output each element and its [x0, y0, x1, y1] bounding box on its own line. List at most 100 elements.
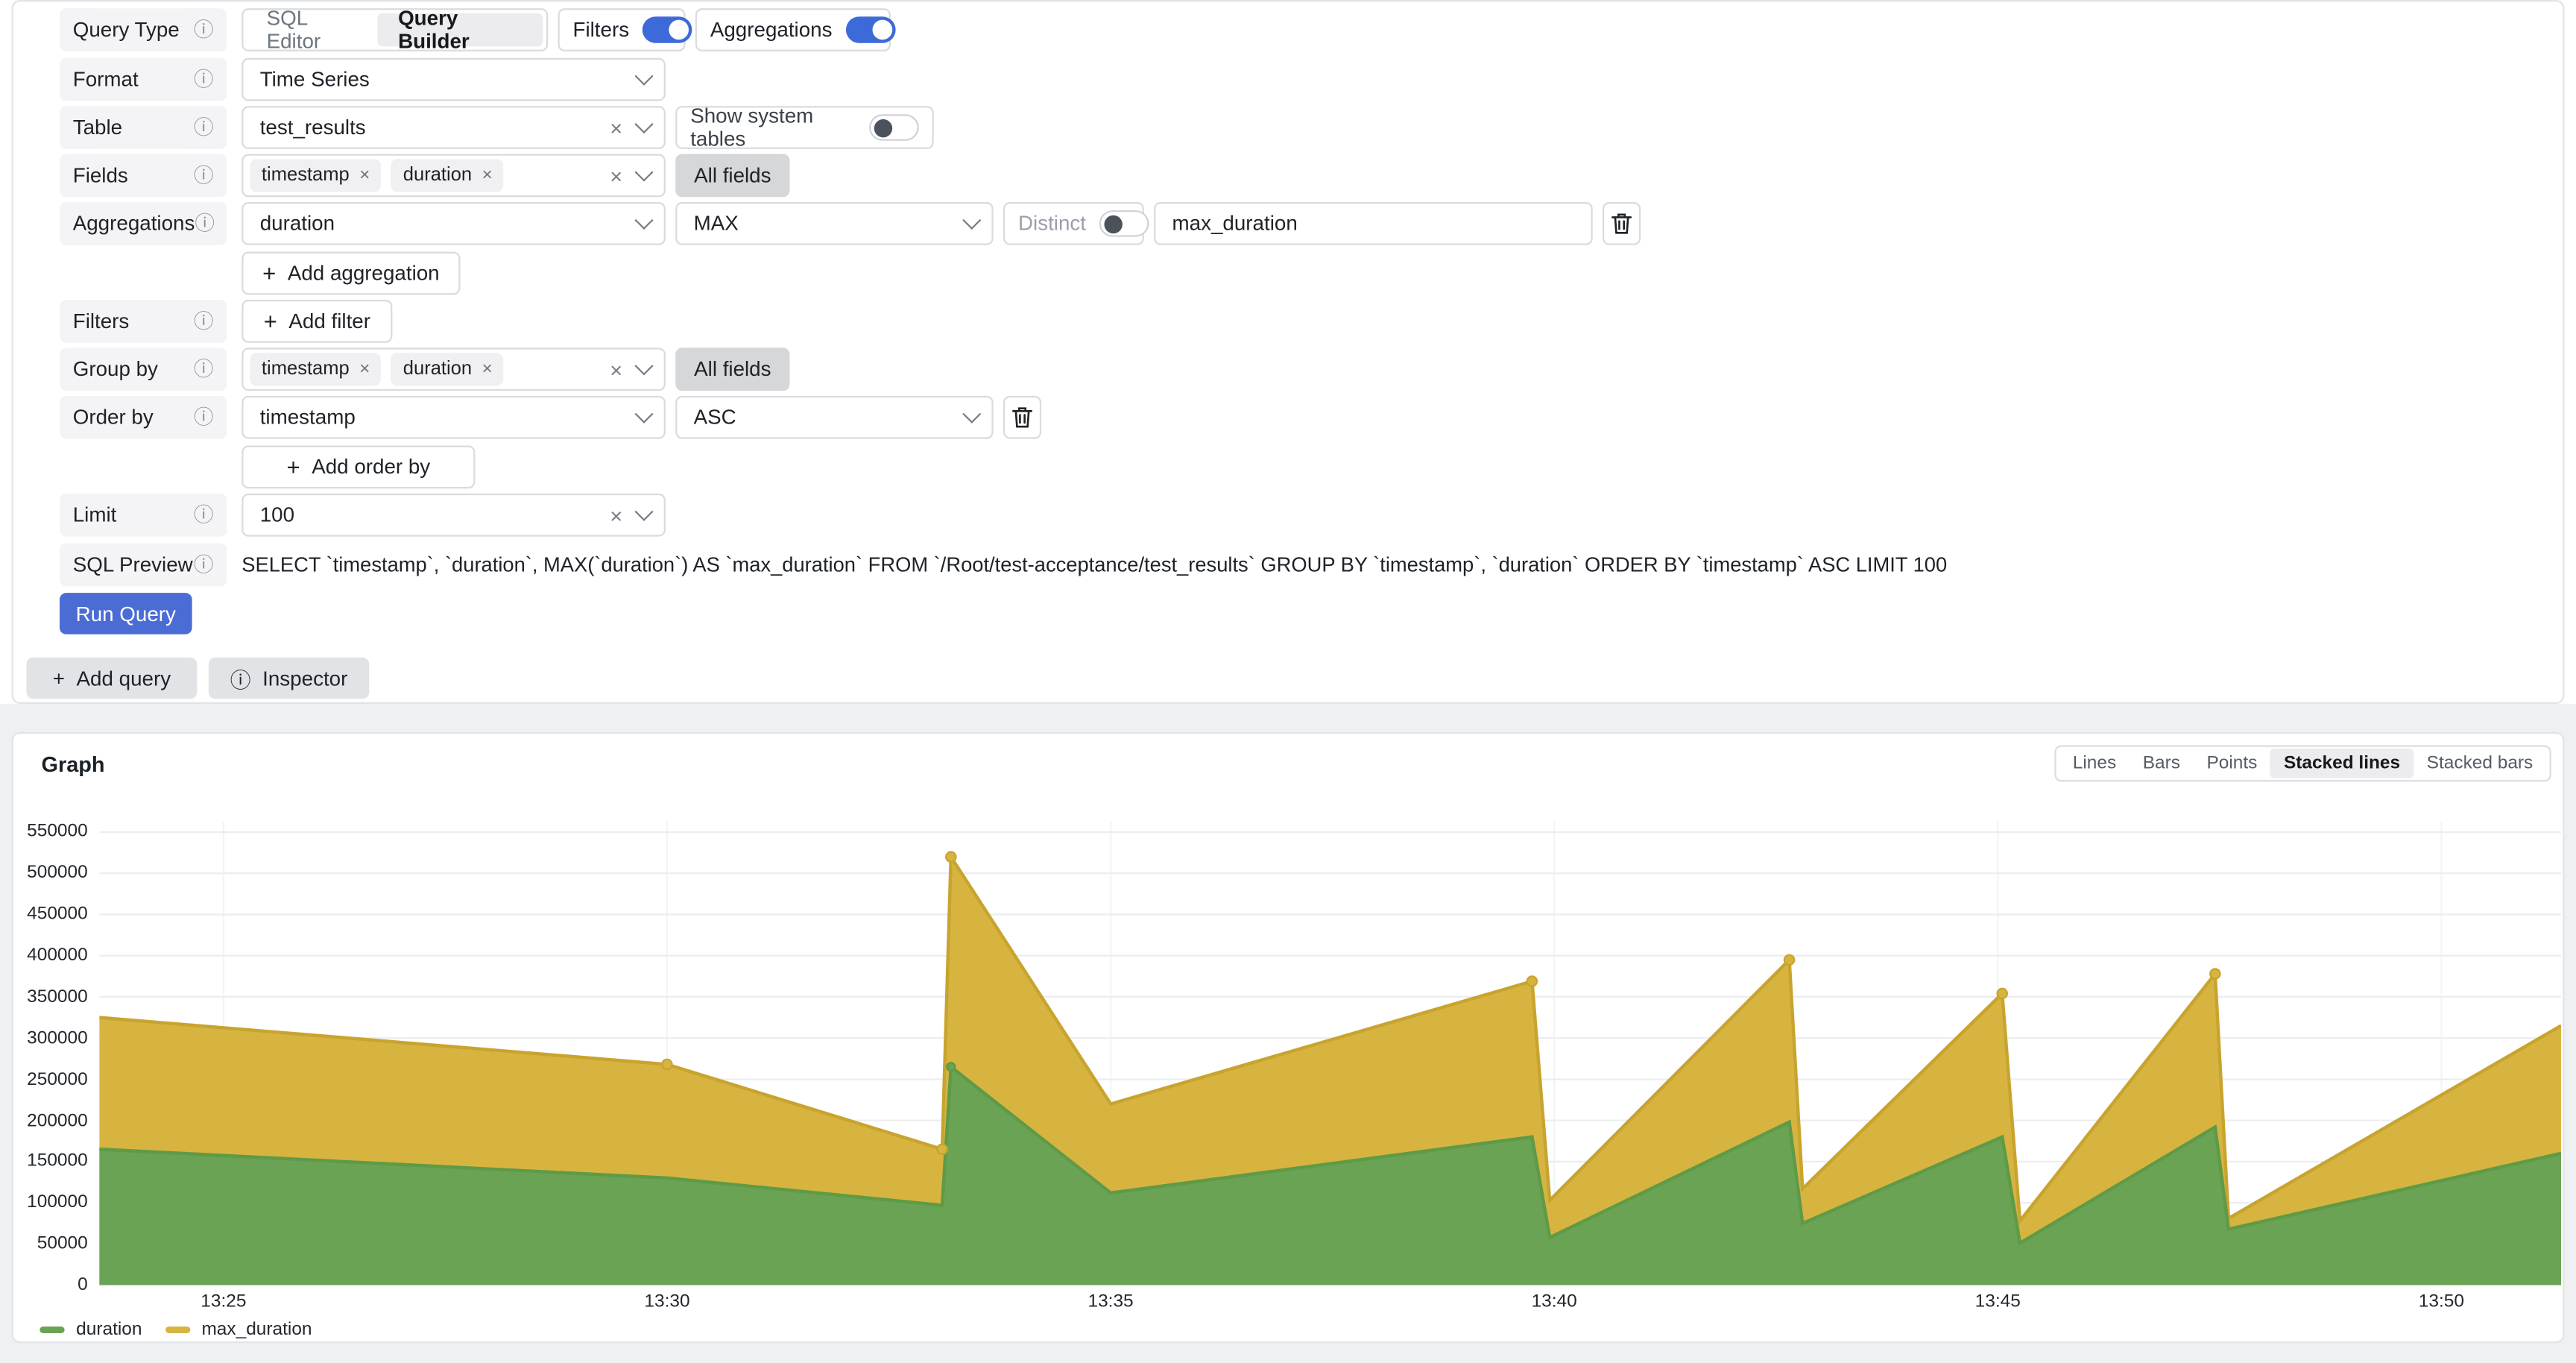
x-tick-label: 13:30: [644, 1291, 690, 1312]
clear-icon[interactable]: ×: [610, 356, 623, 382]
chevron-down-icon: [962, 404, 982, 424]
legend-item-max-duration[interactable]: max_duration: [165, 1320, 312, 1340]
fields-multiselect[interactable]: timestamp × duration × ×: [242, 154, 666, 198]
legend-item-duration[interactable]: duration: [40, 1320, 142, 1340]
legend-swatch-duration: [40, 1326, 65, 1333]
y-tick-label: 50000: [37, 1233, 88, 1254]
x-tick-label: 13:50: [2418, 1291, 2464, 1312]
info-icon: ⓘ: [193, 406, 214, 429]
info-icon: ⓘ: [193, 553, 214, 576]
info-icon: ⓘ: [193, 163, 214, 187]
x-tick-label: 13:35: [1087, 1291, 1134, 1312]
group-by-multiselect[interactable]: timestamp × duration × ×: [242, 347, 666, 391]
mode-stacked-bars[interactable]: Stacked bars: [2426, 753, 2534, 774]
aggregation-column-select[interactable]: duration: [242, 201, 666, 245]
distinct-toggle[interactable]: [1099, 210, 1149, 237]
y-axis-labels: 0 50000 100000 150000 200000 250000 300000 3500…: [13, 822, 88, 1295]
mode-points[interactable]: Points: [2206, 753, 2258, 774]
y-tick-label: 450000: [27, 904, 88, 925]
chevron-down-icon: [634, 356, 654, 376]
trash-icon: [1611, 213, 1632, 234]
y-tick-label: 500000: [27, 863, 88, 884]
aggregation-function-select[interactable]: MAX: [675, 201, 994, 245]
format-select[interactable]: Time Series: [242, 57, 666, 101]
table-select[interactable]: test_results ×: [242, 106, 666, 149]
filters-toggle[interactable]: [642, 16, 692, 43]
aggregations-toggle-box: Aggregations: [695, 8, 895, 51]
add-aggregation-button[interactable]: + Add aggregation: [242, 251, 461, 295]
y-tick-label: 150000: [27, 1151, 88, 1172]
distinct-toggle-box: Distinct: [1003, 201, 1149, 245]
field-tag[interactable]: duration ×: [391, 159, 505, 192]
add-query-button[interactable]: + Add query: [26, 657, 198, 699]
chevron-down-icon: [634, 210, 654, 230]
filters-label: Filters ⓘ: [59, 300, 227, 343]
order-by-direction-select[interactable]: ASC: [675, 395, 994, 439]
chevron-down-icon: [962, 210, 982, 230]
remove-tag-icon[interactable]: ×: [482, 359, 493, 380]
run-query-button[interactable]: Run Query: [59, 593, 192, 635]
info-icon: ⓘ: [230, 669, 251, 693]
info-icon: ⓘ: [195, 212, 215, 236]
x-tick-label: 13:25: [201, 1291, 247, 1312]
fields-all-fields-button[interactable]: All fields: [675, 154, 790, 198]
y-tick-label: 250000: [27, 1069, 88, 1089]
info-icon: ⓘ: [193, 503, 214, 527]
y-tick-label: 0: [78, 1275, 88, 1295]
fields-label: Fields ⓘ: [59, 154, 227, 198]
chevron-down-icon: [634, 163, 654, 182]
format-label: Format ⓘ: [59, 57, 227, 101]
remove-order-by-button[interactable]: [1003, 395, 1042, 439]
group-by-tag[interactable]: timestamp ×: [250, 353, 382, 386]
info-icon: ⓘ: [193, 357, 214, 381]
info-icon: ⓘ: [193, 116, 214, 139]
sql-preview-label: SQL Preview ⓘ: [59, 543, 227, 587]
tab-query-builder[interactable]: Query Builder: [378, 7, 543, 53]
graph-panel: Graph Lines Bars Points Stacked lines St…: [11, 731, 2565, 1344]
group-by-tag[interactable]: duration ×: [391, 353, 505, 386]
remove-tag-icon[interactable]: ×: [359, 166, 370, 186]
plus-icon: +: [262, 259, 277, 286]
field-tag[interactable]: timestamp ×: [250, 159, 382, 192]
info-icon: ⓘ: [193, 68, 214, 92]
x-axis-labels: 13:25 13:30 13:35 13:40 13:45 13:50: [99, 1291, 2561, 1315]
y-tick-label: 100000: [27, 1192, 88, 1213]
clear-icon[interactable]: ×: [610, 115, 623, 140]
mode-stacked-lines[interactable]: Stacked lines: [2270, 748, 2414, 778]
mode-bars[interactable]: Bars: [2142, 753, 2180, 774]
x-tick-label: 13:45: [1974, 1291, 2021, 1312]
remove-tag-icon[interactable]: ×: [482, 166, 493, 186]
graph-mode-toggle: Lines Bars Points Stacked lines Stacked …: [2054, 745, 2551, 782]
aggregation-alias-input[interactable]: max_duration: [1154, 201, 1593, 245]
group-by-all-fields-button[interactable]: All fields: [675, 347, 790, 391]
aggregations-toggle[interactable]: [845, 16, 895, 43]
y-tick-label: 550000: [27, 822, 88, 843]
info-icon: ⓘ: [193, 18, 214, 42]
remove-aggregation-button[interactable]: [1603, 201, 1641, 245]
order-by-label: Order by ⓘ: [59, 395, 227, 439]
mode-lines[interactable]: Lines: [2072, 753, 2117, 774]
x-tick-label: 13:40: [1531, 1291, 1577, 1312]
filters-toggle-box: Filters: [558, 8, 692, 51]
remove-tag-icon[interactable]: ×: [359, 359, 370, 380]
add-filter-button[interactable]: + Add filter: [242, 300, 393, 343]
inspector-button[interactable]: ⓘ Inspector: [208, 657, 370, 699]
add-order-by-button[interactable]: + Add order by: [242, 445, 476, 489]
plus-icon: +: [286, 453, 300, 480]
query-type-label: Query Type ⓘ: [59, 8, 227, 51]
plus-icon: +: [263, 307, 277, 334]
limit-select[interactable]: 100 ×: [242, 493, 666, 537]
clear-icon[interactable]: ×: [610, 163, 623, 189]
order-by-column-select[interactable]: timestamp: [242, 395, 666, 439]
tab-sql-editor[interactable]: SQL Editor: [266, 6, 321, 54]
legend-swatch-max-duration: [165, 1326, 190, 1333]
show-system-tables-toggle[interactable]: [869, 114, 919, 141]
chevron-down-icon: [634, 66, 654, 86]
chart-legend: duration max_duration: [40, 1320, 312, 1340]
y-tick-label: 350000: [27, 986, 88, 1007]
query-type-segmented: SQL Editor Query Builder: [242, 6, 549, 54]
y-tick-label: 400000: [27, 945, 88, 966]
plus-icon: +: [52, 666, 65, 690]
clear-icon[interactable]: ×: [610, 503, 623, 528]
